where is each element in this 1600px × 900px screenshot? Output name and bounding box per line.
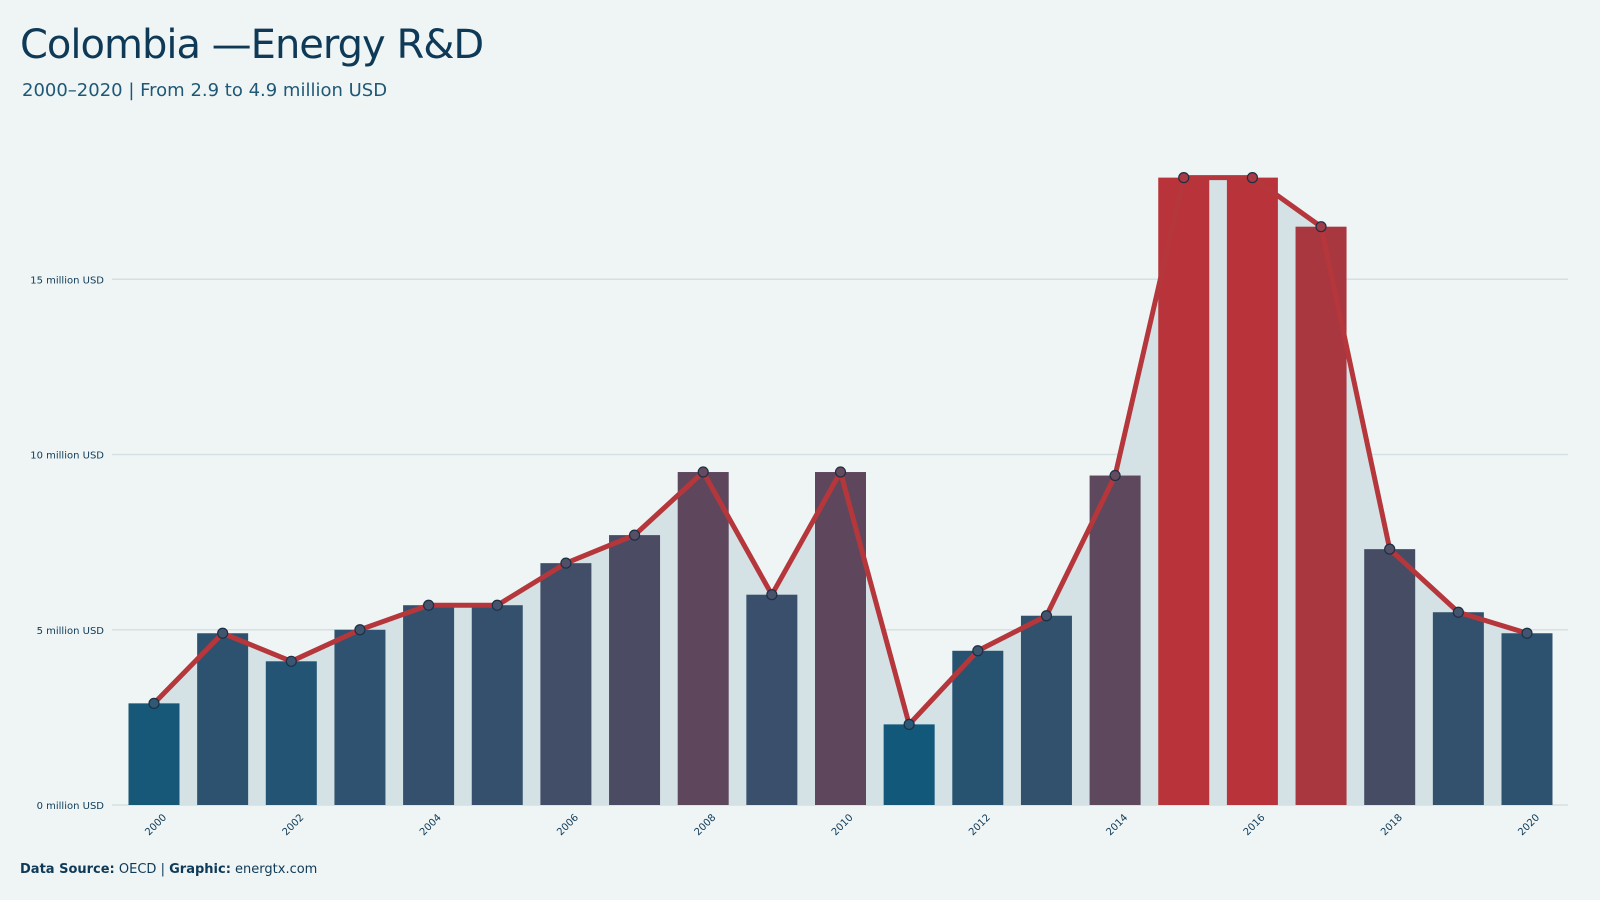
- bar-2010: [815, 472, 866, 805]
- bar-2011: [883, 724, 935, 805]
- point-2016: [1246, 172, 1259, 184]
- y-tick-label: 5 million USD: [37, 626, 105, 637]
- point-2019: [1452, 606, 1464, 618]
- chart-subtitle: 2000–2020 | From 2.9 to 4.9 million USD: [22, 80, 388, 101]
- source-value: OECD: [118, 862, 157, 877]
- point-2008: [697, 466, 709, 478]
- x-tick-label: 2010: [830, 812, 856, 838]
- point-2009: [766, 589, 778, 601]
- y-axis-labels: 0 million USD 5 million USD 10 million USD…: [30, 275, 104, 812]
- bar-2009: [746, 594, 798, 805]
- chart-title: Colombia —Energy R&D: [20, 22, 484, 68]
- point-2003: [354, 624, 366, 636]
- point-2006: [560, 557, 572, 569]
- x-tick-label: 2018: [1379, 812, 1405, 838]
- x-tick-label: 2002: [281, 812, 307, 838]
- x-tick-label: 2016: [1242, 812, 1268, 838]
- point-2012: [972, 645, 984, 657]
- point-2000: [148, 697, 160, 709]
- x-tick-label: 2004: [418, 812, 444, 838]
- bar-2005: [471, 605, 523, 805]
- point-2002: [285, 655, 297, 667]
- x-axis-labels: 2000 2002 2004 2006 2008 2010 2012 2014 2016 2018…: [143, 812, 1542, 838]
- graphic-value: energtx.com: [235, 862, 318, 877]
- x-tick-label: 2006: [555, 812, 581, 838]
- x-tick-label: 2012: [967, 812, 993, 838]
- x-tick-label: 2000: [143, 812, 169, 838]
- bar-2014: [1089, 475, 1141, 805]
- bar-2008: [677, 472, 729, 805]
- bar-2004: [403, 605, 455, 805]
- bar-2003: [334, 629, 386, 805]
- y-tick-label: 10 million USD: [30, 451, 104, 462]
- source-label: Data Source:: [20, 862, 115, 877]
- point-2013: [1040, 610, 1053, 622]
- bar-2000: [128, 703, 180, 805]
- bar-2007: [609, 535, 661, 805]
- bars: [128, 177, 1553, 806]
- bar-2001: [197, 633, 249, 805]
- x-tick-label: 2014: [1104, 812, 1130, 838]
- y-tick-label: 0 million USD: [37, 801, 105, 812]
- y-tick-label: 15 million USD: [30, 275, 104, 286]
- bar-2015: [1158, 177, 1210, 806]
- line-markers: [148, 172, 1533, 730]
- bar-2017: [1295, 226, 1347, 806]
- footer-separator: |: [160, 862, 165, 877]
- point-2004: [423, 599, 435, 611]
- point-2014: [1109, 469, 1121, 482]
- point-2010: [834, 466, 847, 478]
- bar-2016: [1226, 177, 1278, 806]
- point-2015: [1178, 172, 1190, 184]
- bar-2019: [1432, 612, 1484, 805]
- point-2005: [491, 599, 503, 611]
- bar-2002: [265, 661, 317, 805]
- footer-credits: Data Source: OECD | Graphic: energtx.com: [20, 862, 317, 877]
- x-tick-label: 2020: [1516, 812, 1542, 838]
- x-tick-label: 2008: [693, 812, 719, 838]
- point-2001: [217, 627, 229, 639]
- bar-2018: [1364, 549, 1416, 805]
- bar-2012: [952, 650, 1004, 805]
- point-2007: [628, 529, 641, 541]
- point-2011: [903, 718, 915, 730]
- bar-2020: [1501, 633, 1553, 805]
- bar-2006: [540, 563, 592, 805]
- point-2017: [1315, 221, 1327, 233]
- point-2020: [1521, 627, 1533, 639]
- point-2018: [1384, 543, 1396, 555]
- graphic-label: Graphic:: [169, 862, 231, 877]
- bar-2013: [1020, 615, 1072, 805]
